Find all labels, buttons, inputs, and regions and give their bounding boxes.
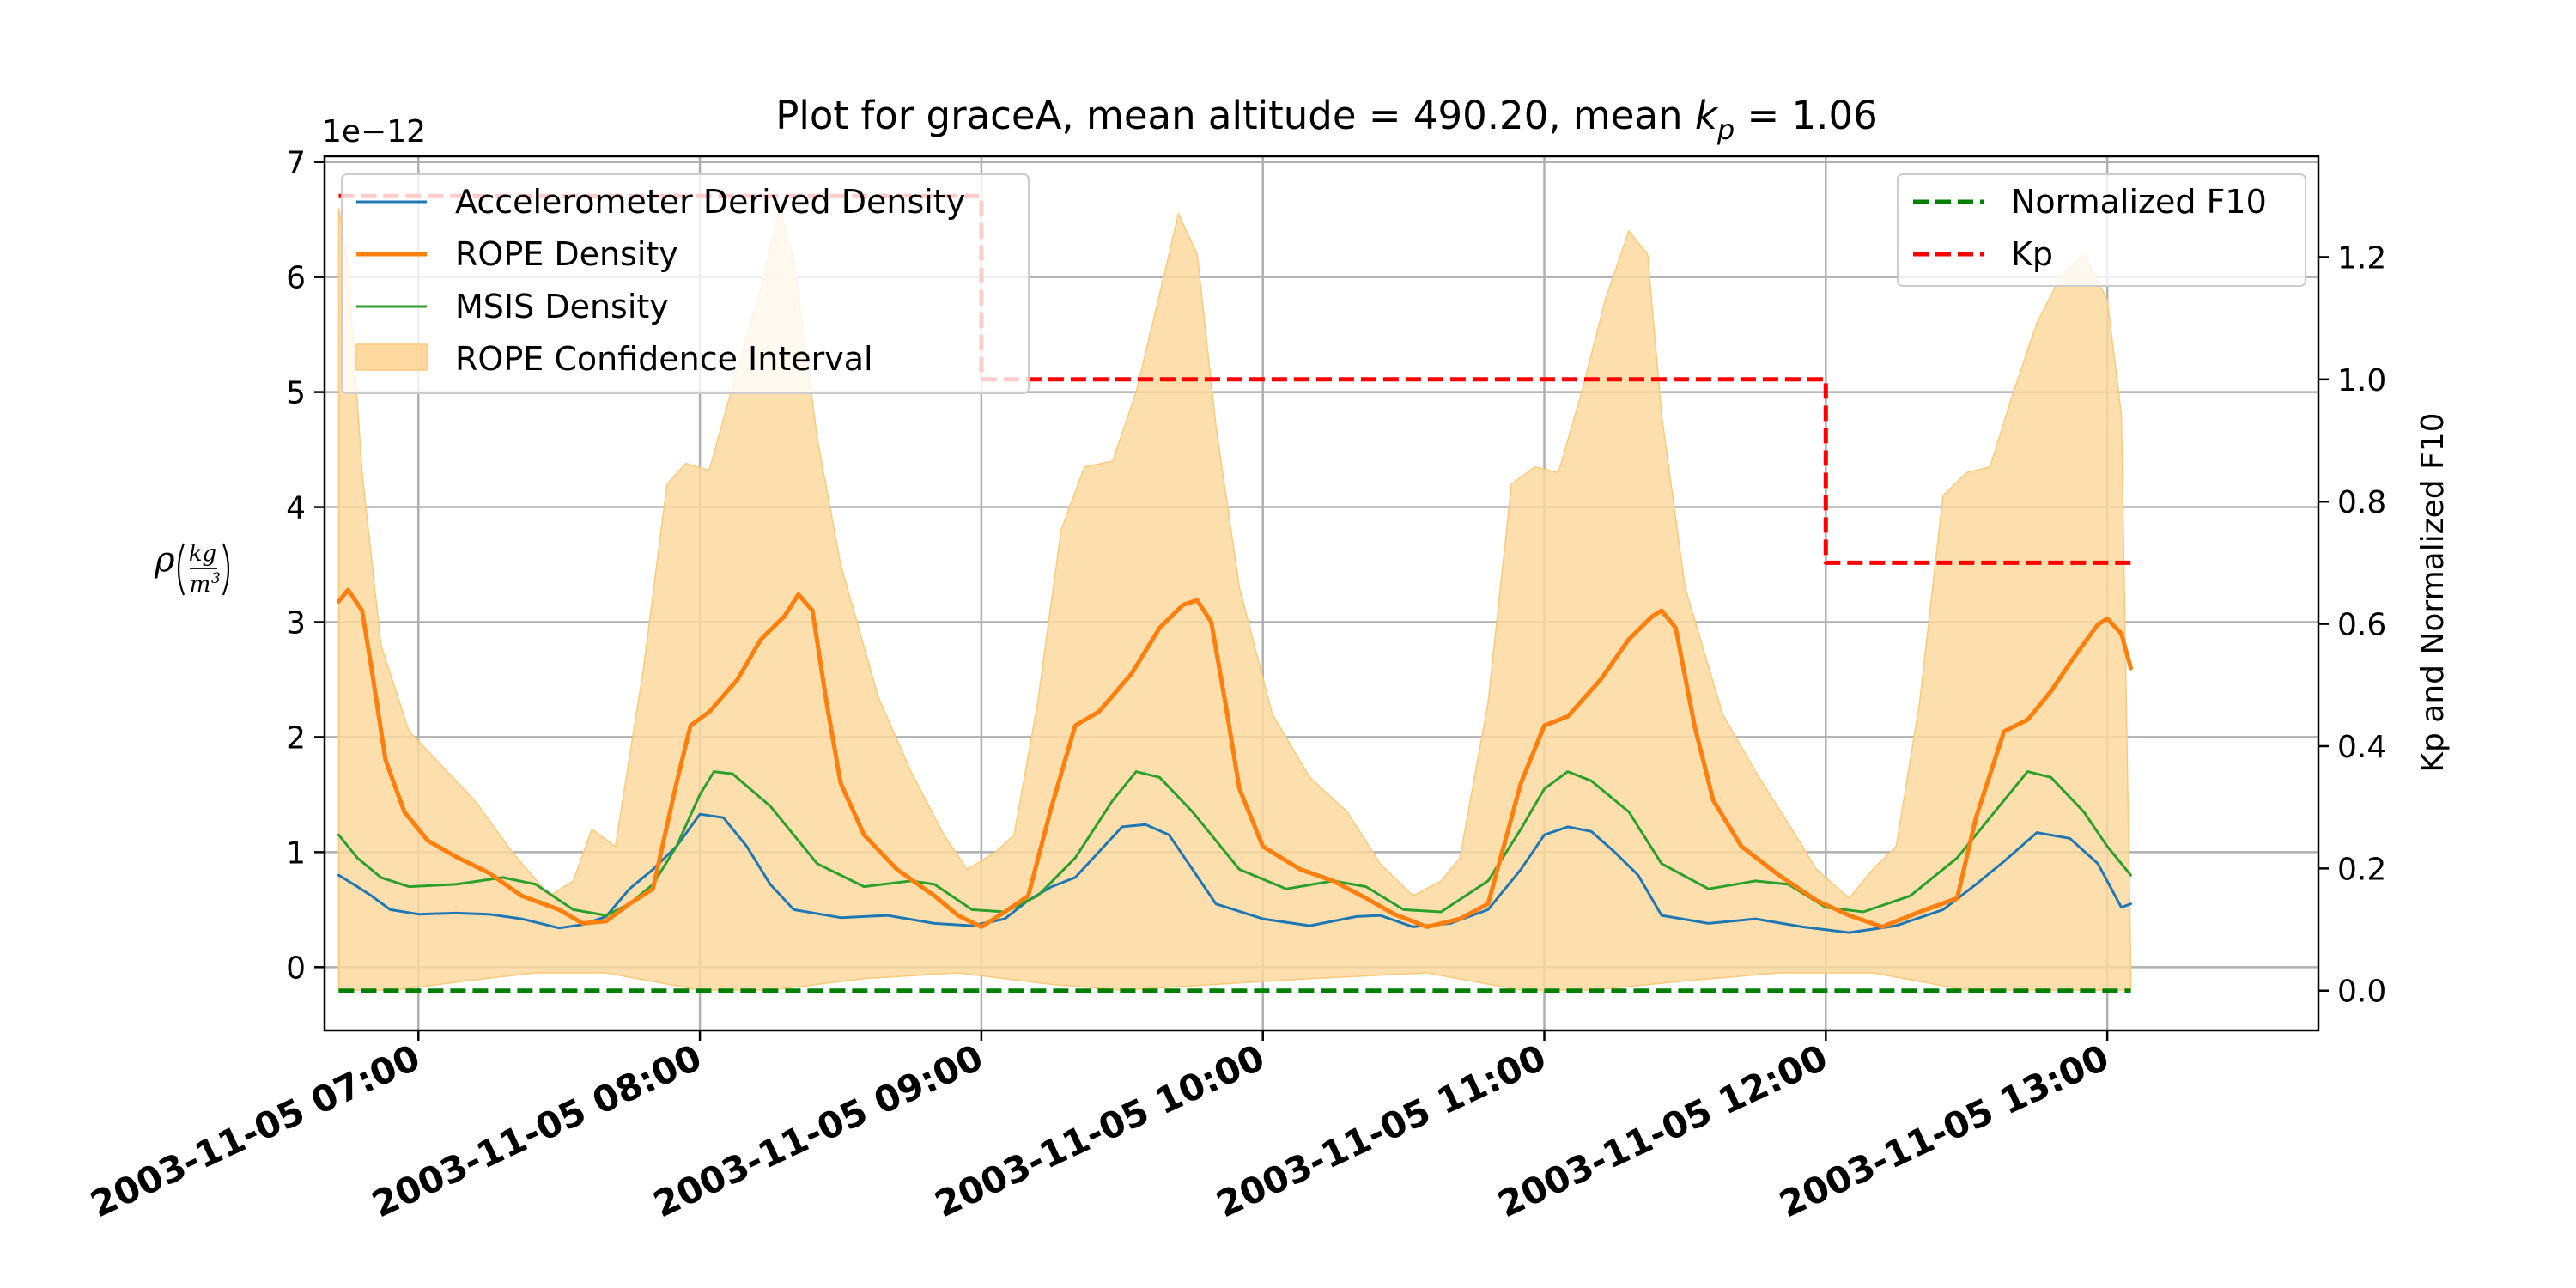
legend-label-msis: MSIS Density (455, 288, 669, 325)
y-label-exponent: 3 (211, 570, 221, 587)
y-label-denominator: m (190, 572, 211, 598)
legend-left: Accelerometer Derived Density ROPE Densi… (341, 173, 1030, 394)
series-kp (338, 193, 2131, 565)
right-axis-ticks: 0.0 0.2 0.4 0.6 0.8 1.0 1.2 (2318, 240, 2386, 1010)
y-label-right-paren (222, 543, 230, 596)
y-right-tick-label-0: 0.0 (2337, 975, 2386, 1010)
chart-title: Plot for graceA, mean altitude = 490.20,… (775, 93, 1878, 146)
legend-label-rope: ROPE Density (455, 235, 678, 273)
title-prefix: Plot for graceA, mean altitude = 490.20,… (775, 93, 1695, 138)
legend-left-box (341, 173, 1030, 394)
legend-label-accelerometer: Accelerometer Derived Density (455, 183, 965, 221)
series-accelerometer-derived-density (337, 812, 2132, 934)
y-left-tick-label-7: 7 (286, 146, 306, 181)
y-left-tick-label-3: 3 (286, 605, 306, 641)
y-label-rho: ρ (154, 540, 175, 580)
plot-frame (323, 155, 2320, 1032)
title-variable: k (1695, 93, 1719, 138)
y-offset-text: 1e−12 (322, 114, 426, 149)
y-right-tick-label-6: 1.2 (2337, 240, 2386, 276)
y-right-tick-label-3: 0.6 (2337, 608, 2386, 643)
series-layer (336, 193, 2133, 993)
legend-entry-rope: ROPE Density (356, 235, 678, 273)
title-suffix: = 1.06 (1735, 93, 1878, 138)
left-axis-ticks: 0 1 2 3 4 5 6 7 (286, 146, 325, 986)
legend-label-kp: Kp (2011, 235, 2053, 273)
legend-entry-f10: Normalized F10 (1913, 183, 2267, 221)
title-variable-subscript: p (1716, 113, 1735, 146)
y-left-tick-label-5: 5 (286, 376, 306, 411)
legend-entry-accelerometer: Accelerometer Derived Density (356, 183, 965, 221)
y-left-tick-label-4: 4 (286, 491, 306, 526)
y-left-tick-label-2: 2 (286, 720, 306, 756)
legend-entry-kp: Kp (1913, 235, 2053, 273)
y-right-tick-label-2: 0.4 (2337, 730, 2386, 765)
legend-label-confidence: ROPE Confidence Interval (455, 340, 873, 378)
legend-right-box (1897, 173, 2306, 287)
legend-right: Normalized F10 Kp (1897, 173, 2306, 287)
y-right-tick-label-5: 1.0 (2337, 363, 2386, 398)
legend-entry-msis: MSIS Density (356, 288, 669, 325)
legend-swatch-confidence (355, 343, 428, 371)
y-right-tick-label-4: 0.8 (2337, 485, 2386, 520)
y-right-label: Kp and Normalized F10 (2415, 412, 2451, 772)
legend-label-f10: Normalized F10 (2011, 183, 2267, 221)
y-right-tick-label-1: 0.2 (2337, 852, 2386, 887)
y-left-tick-label-6: 6 (286, 261, 306, 296)
y-left-label: ρ kg m 3 (154, 540, 230, 598)
y-left-tick-label-0: 0 (286, 951, 306, 986)
legend-entry-confidence: ROPE Confidence Interval (355, 340, 873, 378)
series-rope-density (336, 587, 2133, 929)
y-left-tick-label-1: 1 (286, 835, 306, 871)
y-label-numerator: kg (189, 541, 216, 567)
y-label-left-paren (177, 543, 185, 596)
